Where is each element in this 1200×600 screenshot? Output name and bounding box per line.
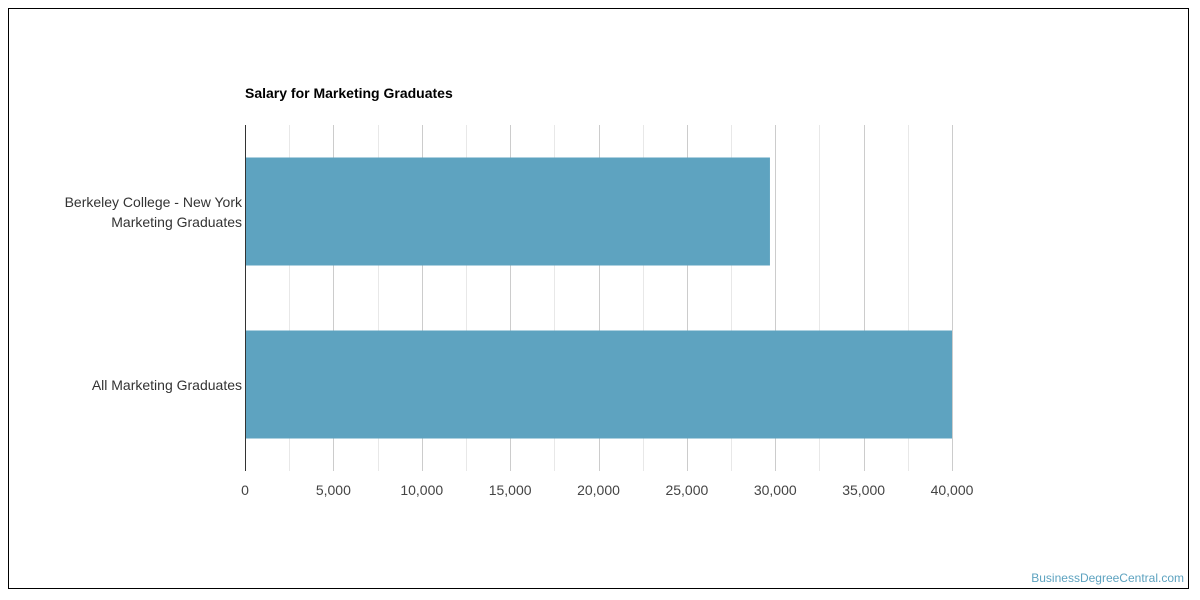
x-tick-label: 10,000: [400, 482, 443, 498]
category-label-line: All Marketing Graduates: [91, 376, 242, 393]
category-label: Berkeley College - New York Marketing Gra…: [65, 192, 242, 232]
x-tick-label: 0: [241, 482, 249, 498]
chart-frame: [8, 8, 1189, 589]
category-label-line: Marketing Graduates: [111, 213, 242, 230]
x-tick-label: 40,000: [931, 482, 974, 498]
bar: [245, 157, 770, 266]
x-tick-label: 35,000: [842, 482, 885, 498]
bar: [245, 330, 952, 439]
chart-title: Salary for Marketing Graduates: [245, 85, 453, 101]
category-label: All Marketing Graduates: [92, 375, 242, 395]
x-tick-label: 30,000: [754, 482, 797, 498]
x-tick-label: 25,000: [665, 482, 708, 498]
category-label-line: Berkeley College - New York: [64, 193, 242, 210]
watermark-text[interactable]: BusinessDegreeCentral.com: [1031, 571, 1184, 585]
x-tick-label: 20,000: [577, 482, 620, 498]
x-tick-label: 15,000: [489, 482, 532, 498]
x-tick-label: 5,000: [316, 482, 351, 498]
